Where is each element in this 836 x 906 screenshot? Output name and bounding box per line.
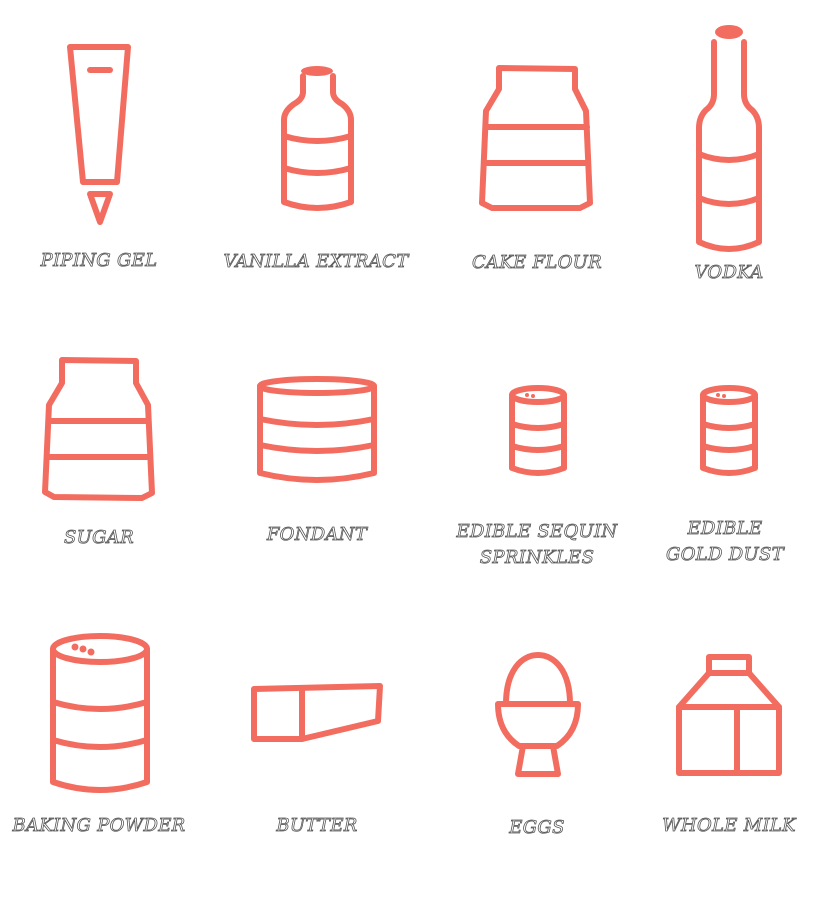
- vodka-bottle-icon: [696, 25, 762, 252]
- piping-gel-tube-icon: [67, 44, 131, 225]
- item-label: WHOLE MILK: [662, 815, 796, 837]
- item-label: FONDANT: [266, 524, 368, 546]
- item-label: BUTTER: [276, 815, 358, 837]
- item-label: VODKA: [694, 262, 764, 284]
- baking-powder-can-icon: [50, 633, 150, 793]
- egg-cup-icon: [495, 652, 581, 777]
- sprinkles-jar-icon: [509, 385, 567, 476]
- vanilla-bottle-icon: [281, 66, 354, 211]
- item-label-line2: GOLD DUST: [666, 544, 784, 566]
- fondant-tub-icon: [257, 376, 377, 483]
- item-label: VANILLA EXTRACT: [223, 251, 409, 273]
- item-label: PIPING GEL: [40, 250, 158, 272]
- sugar-jar-icon: [42, 357, 155, 501]
- item-label: CAKE FLOUR: [471, 252, 603, 274]
- item-label: EGGS: [509, 817, 565, 839]
- item-label: BAKING POWDER: [12, 815, 186, 837]
- item-label-line2: SPRINKLES: [479, 547, 595, 569]
- item-label: EDIBLE SEQUIN: [456, 521, 618, 543]
- milk-carton-icon: [676, 654, 782, 776]
- butter-block-icon: [251, 683, 383, 742]
- gold-dust-jar-icon: [700, 385, 758, 476]
- flour-jar-icon: [479, 65, 593, 211]
- item-label: SUGAR: [64, 527, 134, 549]
- item-label: EDIBLE: [687, 518, 763, 540]
